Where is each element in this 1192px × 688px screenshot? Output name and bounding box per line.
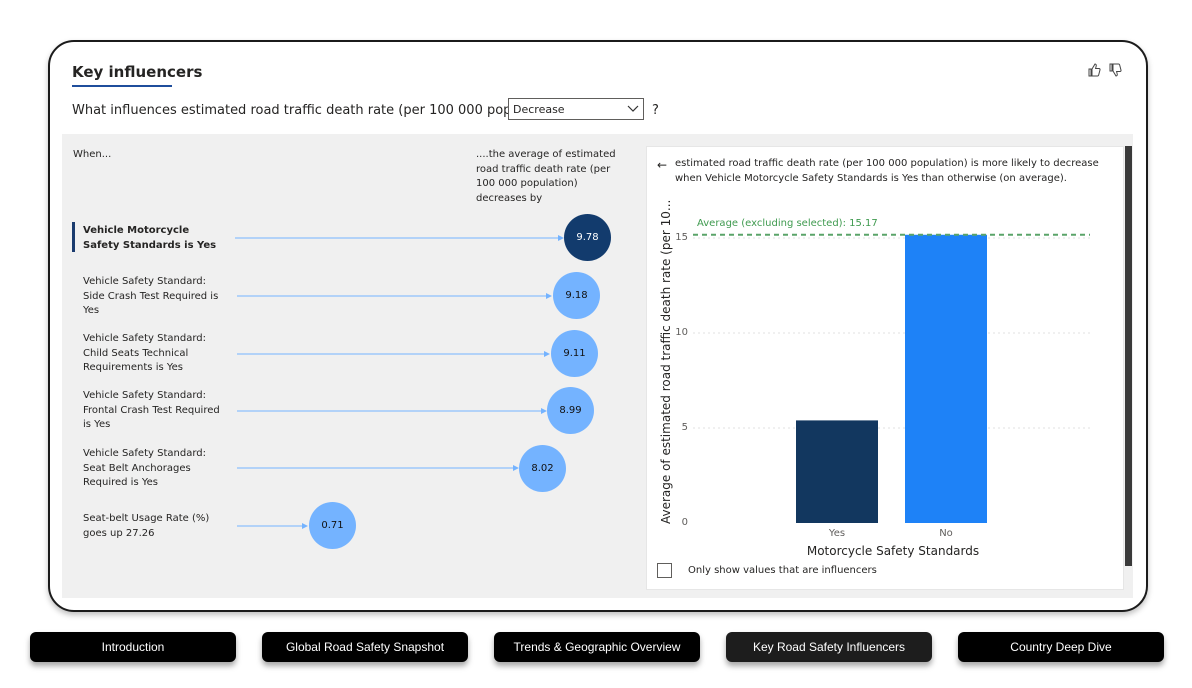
title-underline [72,85,172,87]
selected-indicator [72,222,75,252]
influencer-bubble[interactable]: 8.02 [519,445,566,492]
influencer-explanation: estimated road traffic death rate (per 1… [675,158,1099,184]
influencers-only-checkbox[interactable] [657,563,672,578]
detail-panel [646,146,1124,590]
dropdown-value: Decrease [513,103,565,116]
scrollbar[interactable] [1125,146,1132,566]
thumbs-up-icon[interactable] [1087,63,1101,77]
bar-yes [796,420,878,523]
y-tick-label: 0 [681,517,688,528]
influencer-label[interactable]: Vehicle Safety Standard: Child Seats Tec… [83,333,206,373]
question-mark: ? [652,103,659,118]
tab-introduction[interactable]: Introduction [30,632,236,662]
x-tick-label: No [939,528,953,539]
bar-no [905,234,987,523]
influencer-label[interactable]: Vehicle Safety Standard: Side Crash Test… [83,276,219,316]
reference-line-label: Average (excluding selected): 15.17 [697,218,878,229]
direction-dropdown[interactable]: Decrease [508,98,644,120]
y-tick-label: 10 [675,327,688,338]
tab-global-road-safety-snapshot[interactable]: Global Road Safety Snapshot [262,632,468,662]
y-tick-label: 15 [675,232,688,243]
influencer-label[interactable]: Vehicle Safety Standard: Seat Belt Ancho… [83,448,206,488]
influencer-label[interactable]: Vehicle Motorcycle Safety Standards is Y… [83,225,217,251]
influencer-bubble[interactable]: 0.71 [309,502,356,549]
page-navigation: Introduction Global Road Safety Snapshot… [0,632,1192,662]
thumbs-down-icon[interactable] [1108,63,1122,77]
influencer-bubble[interactable]: 9.78 [564,214,611,261]
influencer-bubble[interactable]: 9.18 [553,272,600,319]
influencer-bubble[interactable]: 9.11 [551,330,598,377]
average-header: ....the average of estimated road traffi… [476,149,616,204]
y-axis-title: Average of estimated road traffic death … [659,199,673,524]
x-axis-title: Motorcycle Safety Standards [806,544,980,558]
influencer-question: What influences estimated road traffic d… [72,103,579,118]
back-arrow-icon[interactable]: ← [657,158,668,172]
influencer-label[interactable]: Vehicle Safety Standard: Frontal Crash T… [83,390,220,430]
influencer-label[interactable]: Seat-belt Usage Rate (%) goes up 27.26 [83,513,210,539]
tab-trends-geographic-overview[interactable]: Trends & Geographic Overview [494,632,700,662]
y-tick-label: 5 [681,422,688,433]
when-header: When... [73,149,112,160]
influencer-bubble[interactable]: 8.99 [547,387,594,434]
chevron-down-icon [627,105,639,112]
tab-country-deep-dive[interactable]: Country Deep Dive [958,632,1164,662]
checkbox-label: Only show values that are influencers [688,565,877,576]
tab-key-road-safety-influencers[interactable]: Key Road Safety Influencers [726,632,932,662]
x-tick-label: Yes [828,528,846,539]
visual-title: Key influencers [72,63,203,81]
